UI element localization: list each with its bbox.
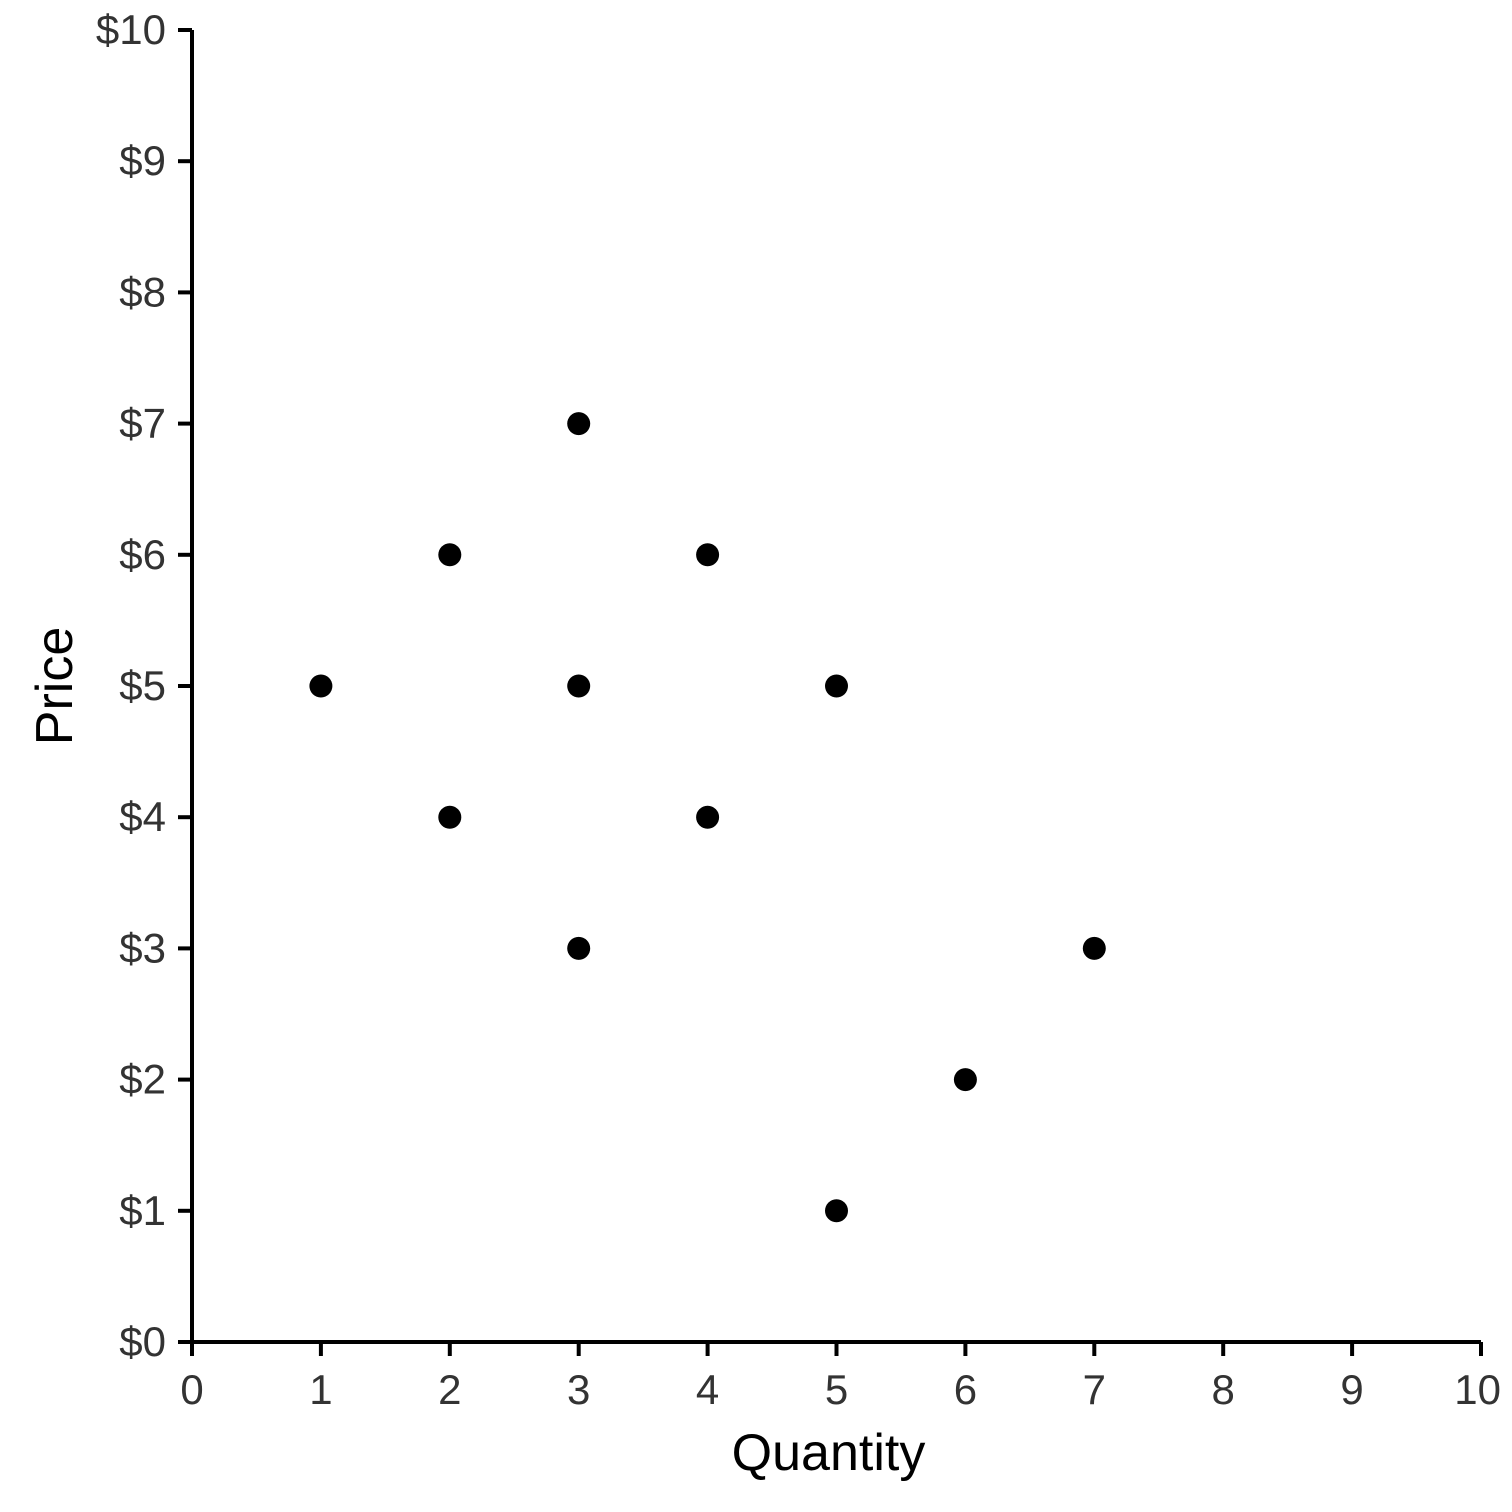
x-axis-title: Quantity [732, 1424, 926, 1482]
data-point [953, 1068, 977, 1092]
data-point [438, 805, 462, 829]
y-tick-label: $2 [119, 1056, 166, 1103]
y-tick-label: $4 [119, 793, 166, 840]
data-point [567, 674, 591, 698]
y-tick-label: $5 [119, 662, 166, 709]
y-tick-label: $7 [119, 400, 166, 447]
y-tick-label: $3 [119, 924, 166, 971]
data-point [567, 936, 591, 960]
data-point [1082, 936, 1106, 960]
data-points [309, 412, 1106, 1223]
y-tick-label: $0 [119, 1318, 166, 1365]
y-tick-label: $10 [96, 6, 166, 53]
y-axis-ticks: $0 $1 $2 $3 $4 $5 $6 $7 $8 $9 $10 [96, 6, 192, 1365]
x-tick-label: 10 [1454, 1366, 1501, 1413]
data-point [438, 543, 462, 567]
x-tick-label: 9 [1340, 1366, 1363, 1413]
y-tick-label: $6 [119, 531, 166, 578]
x-tick-label: 5 [825, 1366, 848, 1413]
x-tick-label: 2 [438, 1366, 461, 1413]
data-point [696, 543, 720, 567]
data-point [696, 805, 720, 829]
x-axis-ticks: 0 1 2 3 4 5 6 7 8 9 10 [180, 1342, 1501, 1413]
data-point [825, 674, 848, 698]
y-tick-label: $8 [119, 268, 166, 315]
y-tick-label: $9 [119, 137, 166, 184]
data-point [825, 1199, 848, 1223]
data-point [567, 412, 591, 436]
y-tick-label: $1 [119, 1187, 166, 1234]
y-axis-title: Price [26, 627, 84, 745]
x-tick-label: 7 [1083, 1366, 1106, 1413]
x-tick-label: 3 [567, 1366, 590, 1413]
data-point [309, 674, 333, 698]
x-tick-label: 1 [309, 1366, 332, 1413]
x-tick-label: 4 [696, 1366, 719, 1413]
x-tick-label: 6 [954, 1366, 977, 1413]
x-tick-label: 0 [180, 1366, 203, 1413]
x-tick-label: 8 [1212, 1366, 1235, 1413]
